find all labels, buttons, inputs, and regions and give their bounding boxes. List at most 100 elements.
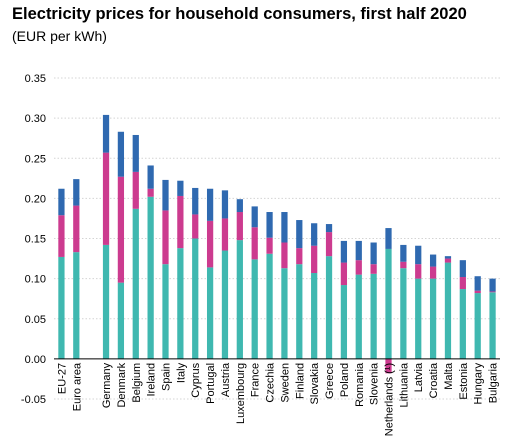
bar-segment	[206, 188, 214, 221]
bar-segment	[429, 254, 437, 267]
bar-segment	[474, 293, 481, 359]
bar-segment	[474, 276, 481, 291]
y-tick-label: 0.35	[25, 73, 46, 85]
chart-subtitle: (EUR per kWh)	[12, 28, 107, 44]
bar-segment	[147, 165, 154, 189]
x-category-label: Austria	[220, 362, 232, 397]
bar-segment	[429, 266, 437, 279]
x-category-label: Sweden	[279, 363, 291, 403]
bar-segment	[117, 282, 125, 359]
bar-segment	[58, 188, 65, 216]
bar-segment	[489, 291, 496, 293]
x-category-label: Croatia	[428, 362, 440, 398]
bar-segment	[429, 278, 437, 359]
bar-segment	[385, 228, 392, 249]
bar-segment	[73, 205, 80, 253]
bar-segment	[147, 196, 154, 359]
bar-segment	[162, 264, 169, 359]
bar-segment	[385, 358, 392, 374]
y-tick-label: 0.15	[25, 234, 46, 246]
bar-segment	[132, 208, 139, 359]
y-tick-label: 0.10	[25, 274, 46, 286]
bar-segment	[444, 262, 452, 359]
y-tick-label: 0.00	[25, 354, 46, 366]
bar-segment	[206, 267, 214, 359]
bar-segment	[192, 238, 199, 359]
bar-segment	[236, 212, 243, 241]
x-category-label: Denmark	[116, 362, 128, 407]
bar-segment	[117, 131, 125, 177]
x-category-label: Poland	[339, 363, 351, 397]
bar-segment	[370, 242, 377, 265]
x-category-label: France	[250, 363, 262, 397]
x-category-label: Lithuania	[398, 362, 410, 408]
y-tick-label: 0.30	[25, 113, 46, 125]
bar-segment	[355, 274, 362, 359]
bar-segment	[251, 206, 258, 228]
bar-segment	[296, 264, 303, 359]
bar-segment	[459, 260, 466, 278]
y-tick-label: 0.25	[25, 153, 46, 165]
bar-segment	[251, 259, 258, 359]
bar-segment	[102, 244, 110, 359]
chart-title: Electricity prices for household consume…	[12, 5, 467, 23]
bar-segment	[221, 218, 229, 251]
bar-segment	[415, 245, 422, 265]
bar-segment	[370, 273, 377, 359]
x-category-label: Portugal	[205, 363, 217, 404]
bar-segment	[177, 195, 184, 249]
bar-segment	[221, 190, 229, 219]
bar-segment	[281, 242, 288, 269]
bar-segment	[400, 244, 407, 262]
bar-segment	[73, 179, 80, 206]
bar-segment	[266, 253, 273, 359]
bar-segment	[296, 248, 303, 265]
bar-segment	[147, 188, 154, 197]
bar-segment	[444, 258, 452, 263]
x-category-label: Luxembourg	[235, 363, 247, 424]
y-tick-label: -0.05	[21, 394, 46, 406]
x-category-label: Latvia	[413, 362, 425, 392]
bar-segment	[489, 278, 496, 292]
x-category-label: Euro area	[71, 362, 83, 411]
bar-segment	[325, 224, 333, 233]
bar-segment	[281, 268, 288, 359]
bar-segment	[102, 114, 110, 153]
bar-segment	[236, 199, 243, 213]
x-category-label: Greece	[324, 363, 336, 399]
bar-segment	[266, 237, 273, 254]
bar-segment	[400, 268, 407, 359]
bar-segment	[132, 134, 139, 172]
x-category-label: Slovakia	[309, 362, 321, 404]
bar-segment	[221, 250, 229, 359]
bar-segment	[340, 285, 348, 359]
x-category-label: Bulgaria	[488, 362, 500, 403]
x-category-label: Ireland	[146, 363, 158, 397]
bar-segment	[400, 261, 407, 269]
bar-segment	[192, 187, 199, 215]
labels: 0.35 0.30 0.25 0.20 0.15 0.10 0.05 0.00 -0.05 EU-…	[21, 73, 500, 436]
bar-segment	[58, 256, 65, 359]
bar-segment	[281, 212, 288, 243]
x-category-label: Romania	[354, 362, 366, 407]
x-category-label: Slovenia	[369, 362, 381, 405]
bar-segment	[162, 179, 169, 211]
bar-segment	[162, 210, 169, 265]
y-tick-label: 0.05	[25, 314, 46, 326]
bar-segment	[117, 176, 125, 283]
bar-segment	[251, 227, 258, 260]
bar-segment	[311, 223, 318, 246]
bar-segment	[459, 277, 466, 290]
x-category-label: Finland	[294, 363, 306, 399]
bar-segment	[385, 248, 392, 359]
bar-segment	[236, 240, 243, 359]
bar-segment	[340, 240, 348, 263]
bar-segment	[132, 171, 139, 209]
bar-segment	[444, 256, 452, 259]
bar-segment	[206, 220, 214, 268]
bar-segment	[340, 262, 348, 286]
bar-segment	[177, 180, 184, 196]
x-category-label: Italy	[175, 362, 187, 383]
bar-segment	[459, 289, 466, 359]
